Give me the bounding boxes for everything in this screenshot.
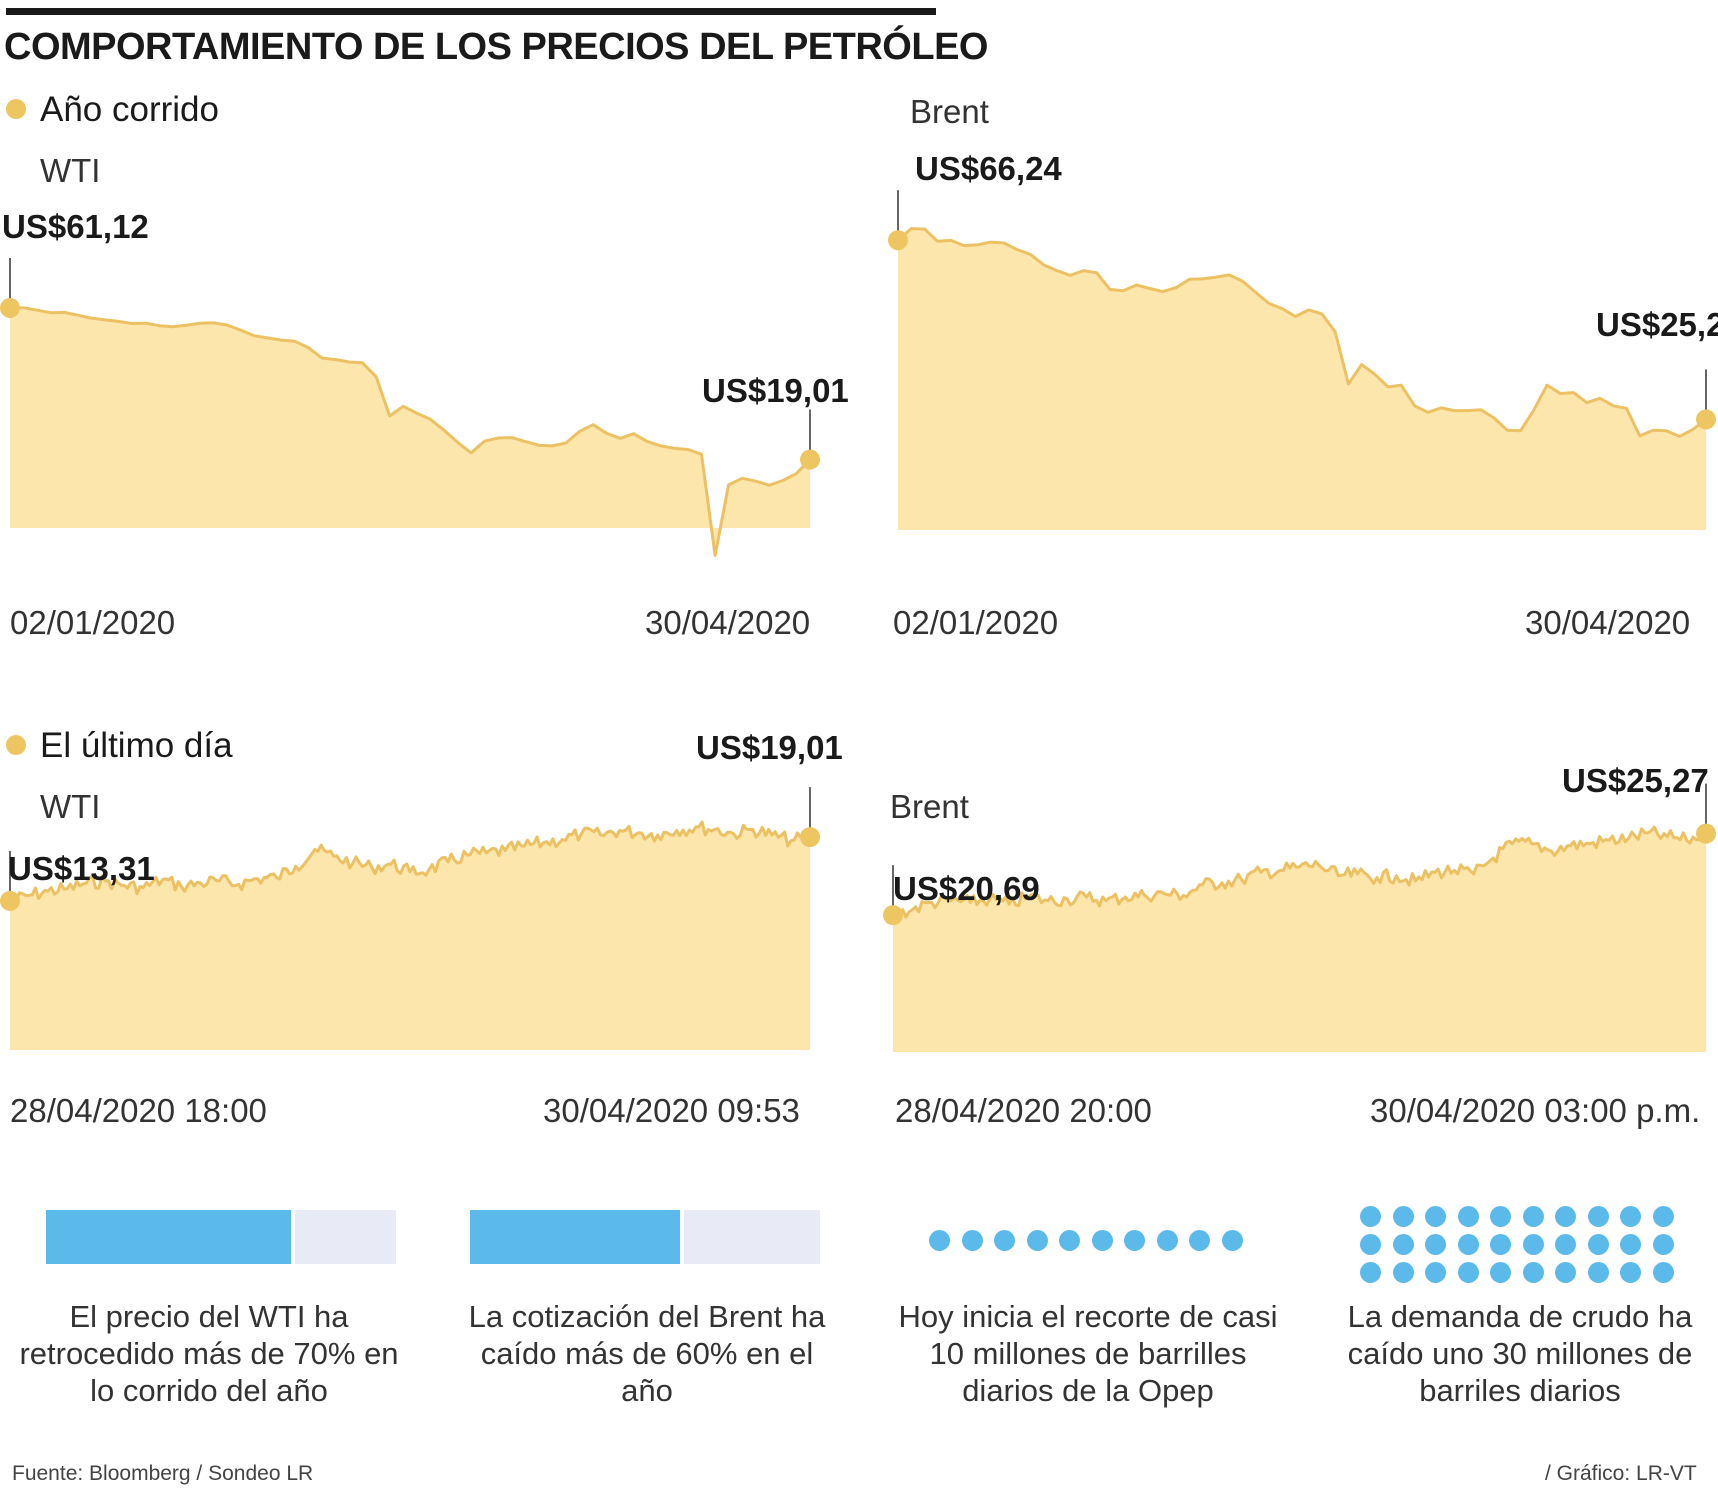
barrel-dot xyxy=(1587,1206,1609,1227)
point-marker-start xyxy=(888,230,908,251)
point-marker-end xyxy=(1696,409,1716,430)
demand-drop-caption: La demanda de crudo ha caído uno 30 mill… xyxy=(1347,1299,1693,1408)
wti-ytd-date-end: 30/04/2020 xyxy=(645,604,811,641)
barrel-dot xyxy=(1425,1262,1446,1283)
barrel-dot xyxy=(1425,1206,1446,1227)
price-line xyxy=(891,825,1708,919)
barrel-dot xyxy=(1124,1230,1145,1251)
barrel-dot xyxy=(1392,1206,1414,1227)
barrel-dot xyxy=(961,1230,983,1251)
barrel-dot xyxy=(1652,1206,1674,1227)
credit-footer: / Gráfico: LR-VT xyxy=(1545,1462,1697,1485)
chart-title-wti-ytd: WTI xyxy=(40,152,101,189)
barrel-dot xyxy=(1652,1234,1674,1255)
price-line xyxy=(9,820,811,903)
barrel-dot xyxy=(1156,1230,1178,1251)
barrel-dot xyxy=(1522,1262,1544,1283)
chart-group-1 xyxy=(888,190,1716,530)
barrel-dot xyxy=(1522,1234,1544,1255)
price-area xyxy=(898,228,1706,530)
price-line xyxy=(9,306,812,557)
barrel-dot xyxy=(1360,1234,1381,1255)
barrel-dot xyxy=(1587,1262,1609,1283)
brent-drop-bar-fill xyxy=(470,1210,684,1264)
barrel-dot xyxy=(1652,1262,1674,1283)
barrel-dot xyxy=(1490,1262,1511,1283)
section-ytd-label: Año corrido xyxy=(40,90,219,129)
page-title: COMPORTAMIENTO DE LOS PRECIOS DEL PETRÓL… xyxy=(4,26,988,68)
brent-day-date-end: 30/04/2020 03:00 p.m. xyxy=(1370,1092,1701,1129)
top-rule xyxy=(6,8,936,15)
brent-drop-bar-track xyxy=(470,1210,820,1264)
wti-day-date-end: 30/04/2020 09:53 xyxy=(543,1092,800,1129)
barrel-dot xyxy=(1457,1234,1479,1255)
chart-group-0 xyxy=(0,257,820,557)
chart-title-brent-ytd: Brent xyxy=(910,93,989,130)
price-line xyxy=(897,227,1707,438)
point-marker-start xyxy=(0,890,20,911)
barrel-dot xyxy=(1587,1234,1609,1255)
wti-ytd-date-start: 02/01/2020 xyxy=(10,604,176,641)
barrel-dot xyxy=(1457,1262,1479,1283)
barrel-dot xyxy=(1360,1206,1381,1227)
barrel-dot xyxy=(1059,1230,1080,1251)
price-area xyxy=(893,827,1706,1052)
barrel-dot xyxy=(1189,1230,1210,1251)
brent-ytd-end-label: US$25,27 xyxy=(1596,306,1718,343)
section-ytd-heading: Año corrido xyxy=(6,90,219,130)
point-marker-end xyxy=(1696,823,1716,844)
barrel-dot xyxy=(1392,1262,1414,1283)
source-footer: Fuente: Bloomberg / Sondeo LR xyxy=(12,1462,314,1485)
barrel-dot xyxy=(1490,1234,1511,1255)
brent-day-date-start: 28/04/2020 20:00 xyxy=(895,1092,1152,1129)
barrel-dot xyxy=(1360,1262,1381,1283)
section-bullet-icon xyxy=(6,98,26,119)
barrel-dot xyxy=(929,1230,950,1251)
brent-ytd-date-end: 30/04/2020 xyxy=(1525,604,1691,641)
barrel-dot xyxy=(1392,1234,1414,1255)
wti-ytd-start-label: US$61,12 xyxy=(2,208,149,245)
brent-day-start-label: US$20,69 xyxy=(893,870,1040,907)
barrel-dot xyxy=(1490,1206,1511,1227)
brent-drop-caption: La cotización del Brent ha caído más de … xyxy=(468,1299,826,1408)
chart-title-brent-day: Brent xyxy=(890,788,969,825)
chart-title-wti-day: WTI xyxy=(40,788,101,825)
barrel-dot xyxy=(1555,1234,1576,1255)
wti-drop-bar-track xyxy=(46,1210,396,1264)
wti-day-start-label: US$13,31 xyxy=(8,850,155,887)
price-area xyxy=(10,307,810,556)
chart-group-3 xyxy=(883,783,1716,1052)
section-day-label: El último día xyxy=(40,726,233,765)
wti-drop-bar-fill xyxy=(46,1210,295,1264)
barrel-dot xyxy=(1620,1206,1641,1227)
section-day-heading: El último día xyxy=(6,726,233,766)
barrel-dot xyxy=(1026,1230,1048,1251)
barrel-dot xyxy=(1555,1206,1576,1227)
point-marker-end xyxy=(800,449,820,470)
point-marker-start xyxy=(0,297,20,318)
wti-day-end-label: US$19,01 xyxy=(696,729,843,766)
barrel-dot xyxy=(1555,1262,1576,1283)
brent-ytd-start-label: US$66,24 xyxy=(915,150,1062,187)
point-marker-end xyxy=(800,827,820,848)
section-bullet-icon xyxy=(6,734,26,755)
point-marker-start xyxy=(883,905,903,926)
chart-group-2 xyxy=(0,787,820,1050)
barrel-dot xyxy=(1425,1234,1446,1255)
barrel-dot xyxy=(1091,1230,1113,1251)
wti-day-date-start: 28/04/2020 18:00 xyxy=(10,1092,267,1129)
barrel-dot xyxy=(1221,1230,1243,1251)
barrel-dot xyxy=(994,1230,1015,1251)
barrel-dot xyxy=(1620,1262,1641,1283)
wti-drop-caption: El precio del WTI ha retrocedido más de … xyxy=(19,1299,399,1408)
barrel-dot xyxy=(1522,1206,1544,1227)
brent-day-end-label: US$25,27 xyxy=(1562,762,1709,799)
barrel-dot xyxy=(1457,1206,1479,1227)
wti-ytd-end-label: US$19,01 xyxy=(702,372,849,409)
barrel-dot xyxy=(1620,1234,1641,1255)
brent-ytd-date-start: 02/01/2020 xyxy=(893,604,1059,641)
opep-cut-caption: Hoy inicia el recorte de casi 10 millone… xyxy=(898,1299,1278,1408)
